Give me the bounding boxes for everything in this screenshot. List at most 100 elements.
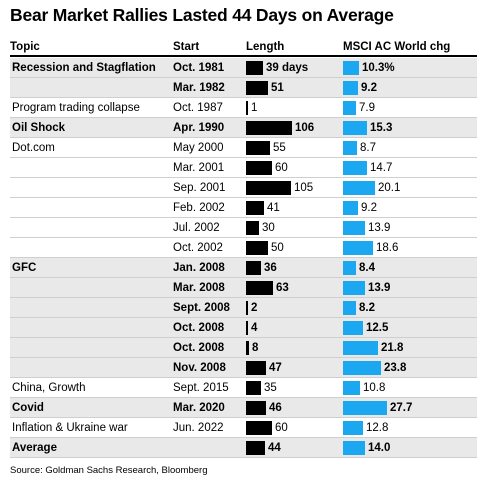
- row-divider: [10, 197, 477, 198]
- table-row: Inflation & Ukraine war Jun. 2022 60 12.8: [10, 418, 477, 438]
- length-label: 36: [264, 262, 277, 274]
- length-bar: [246, 401, 266, 415]
- msci-bar: [343, 361, 381, 375]
- length-label: 35: [264, 382, 277, 394]
- table-row: Covid Mar. 2020 46 27.7: [10, 398, 477, 418]
- table-row: Feb. 2002 41 9.2: [10, 198, 477, 218]
- length-bar: [246, 221, 259, 235]
- length-label: 1: [251, 102, 258, 114]
- msci-label: 8.2: [359, 302, 375, 314]
- msci-label: 9.2: [361, 202, 377, 214]
- row-divider: [10, 297, 477, 298]
- length-label: 8: [252, 342, 259, 354]
- length-label: 47: [269, 362, 282, 374]
- row-divider: [10, 237, 477, 238]
- msci-label: 8.7: [360, 142, 376, 154]
- row-divider: [10, 277, 477, 278]
- msci-bar: [343, 141, 357, 155]
- start-cell: Jul. 2002: [173, 222, 220, 234]
- start-cell: Feb. 2002: [173, 202, 225, 214]
- table-row: Nov. 2008 47 23.8: [10, 358, 477, 378]
- start-cell: Oct. 1987: [173, 102, 223, 114]
- msci-label: 9.2: [361, 82, 377, 94]
- length-bar: [246, 81, 268, 95]
- row-divider: [10, 457, 477, 458]
- msci-bar: [343, 101, 356, 115]
- row-divider: [10, 397, 477, 398]
- msci-label: 14.7: [370, 162, 393, 174]
- length-bar: [246, 241, 268, 255]
- msci-label: 8.4: [359, 262, 375, 274]
- msci-bar: [343, 261, 356, 275]
- length-label: 30: [262, 222, 275, 234]
- length-bar: [246, 201, 264, 215]
- topic-cell: Average: [12, 442, 57, 454]
- start-cell: Sep. 2001: [173, 182, 226, 194]
- msci-label: 18.6: [376, 242, 399, 254]
- msci-bar: [343, 301, 356, 315]
- length-bar: [246, 381, 261, 395]
- length-label: 2: [251, 302, 258, 314]
- table-row: Dot.com May 2000 55 8.7: [10, 138, 477, 158]
- length-label: 106: [295, 122, 315, 134]
- msci-label: 15.3: [370, 122, 393, 134]
- row-divider: [10, 357, 477, 358]
- table-row: Oct. 2008 4 12.5: [10, 318, 477, 338]
- start-cell: Nov. 2008: [173, 362, 226, 374]
- msci-label: 20.1: [378, 182, 401, 194]
- start-cell: Oct. 2002: [173, 242, 223, 254]
- table-row: GFC Jan. 2008 36 8.4: [10, 258, 477, 278]
- msci-label: 12.8: [366, 422, 389, 434]
- start-cell: Sept. 2008: [173, 302, 230, 314]
- topic-cell: Oil Shock: [12, 122, 66, 134]
- start-cell: Mar. 2020: [173, 402, 225, 414]
- start-cell: Apr. 1990: [173, 122, 225, 134]
- length-label: 51: [271, 82, 284, 94]
- length-label: 60: [275, 422, 288, 434]
- header-msci: MSCI AC World chg: [343, 41, 451, 53]
- table-row: Program trading collapse Oct. 1987 1 7.9: [10, 98, 477, 118]
- msci-bar: [343, 201, 358, 215]
- start-cell: Mar. 2001: [173, 162, 225, 174]
- table-row: Mar. 2008 63 13.9: [10, 278, 477, 298]
- length-bar: [246, 441, 265, 455]
- topic-cell: GFC: [12, 262, 37, 274]
- length-bar: [246, 121, 292, 135]
- length-label: 55: [273, 142, 286, 154]
- row-divider: [10, 137, 477, 138]
- length-bar: [246, 321, 248, 335]
- length-label: 50: [271, 242, 284, 254]
- table-row: China, Growth Sept. 2015 35 10.8: [10, 378, 477, 398]
- header-topic: Topic: [10, 41, 40, 53]
- length-label: 46: [269, 402, 282, 414]
- header-length: Length: [246, 41, 285, 53]
- length-bar: [246, 161, 272, 175]
- start-cell: Mar. 1982: [173, 82, 225, 94]
- msci-bar: [343, 401, 387, 415]
- table-row: Sept. 2008 2 8.2: [10, 298, 477, 318]
- row-divider: [10, 217, 477, 218]
- msci-bar: [343, 321, 363, 335]
- table-row: Oil Shock Apr. 1990 106 15.3: [10, 118, 477, 138]
- row-divider: [10, 97, 477, 98]
- topic-cell: Recession and Stagflation: [12, 62, 156, 74]
- length-bar: [246, 61, 263, 75]
- row-divider: [10, 377, 477, 378]
- table-row: Mar. 1982 51 9.2: [10, 78, 477, 98]
- length-bar: [246, 101, 248, 115]
- start-cell: Sept. 2015: [173, 382, 229, 394]
- msci-label: 12.5: [366, 322, 389, 334]
- length-label: 39 days: [266, 62, 309, 74]
- table-row: Sep. 2001 105 20.1: [10, 178, 477, 198]
- msci-label: 23.8: [384, 362, 407, 374]
- chart-title: Bear Market Rallies Lasted 44 Days on Av…: [10, 5, 394, 25]
- row-divider: [10, 437, 477, 438]
- msci-bar: [343, 421, 363, 435]
- start-cell: Jan. 2008: [173, 262, 225, 274]
- topic-cell: Inflation & Ukraine war: [12, 422, 128, 434]
- msci-label: 10.8: [363, 382, 386, 394]
- msci-label: 27.7: [390, 402, 413, 414]
- table-row: Oct. 2002 50 18.6: [10, 238, 477, 258]
- msci-bar: [343, 441, 365, 455]
- length-label: 4: [251, 322, 258, 334]
